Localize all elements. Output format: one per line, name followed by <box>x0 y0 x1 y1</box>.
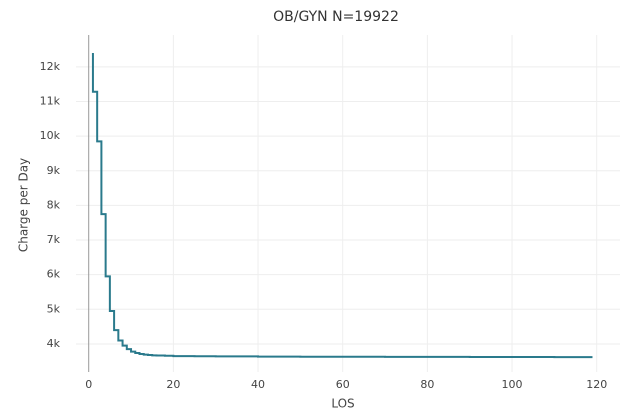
x-tick-label: 40 <box>251 378 265 391</box>
x-tick-label: 80 <box>420 378 434 391</box>
y-tick-label: 12k <box>40 60 61 73</box>
y-tick-label: 4k <box>47 337 61 350</box>
y-tick-label: 7k <box>47 233 61 246</box>
x-axis-title: LOS <box>331 397 354 411</box>
x-tick-label: 120 <box>586 378 607 391</box>
x-tick-label: 20 <box>166 378 180 391</box>
y-axis-title: Charge per Day <box>17 158 31 252</box>
y-tick-label: 5k <box>47 302 61 315</box>
y-tick-label: 9k <box>47 164 61 177</box>
x-tick-label: 0 <box>85 378 92 391</box>
y-tick-label: 10k <box>40 129 61 142</box>
x-tick-label: 60 <box>336 378 350 391</box>
chart-title: OB/GYN N=19922 <box>273 9 399 25</box>
y-tick-label: 11k <box>40 94 61 107</box>
y-tick-label: 8k <box>47 198 61 211</box>
data-line <box>91 53 593 359</box>
x-tick-label: 100 <box>502 378 523 391</box>
y-tick-label: 6k <box>47 268 61 281</box>
